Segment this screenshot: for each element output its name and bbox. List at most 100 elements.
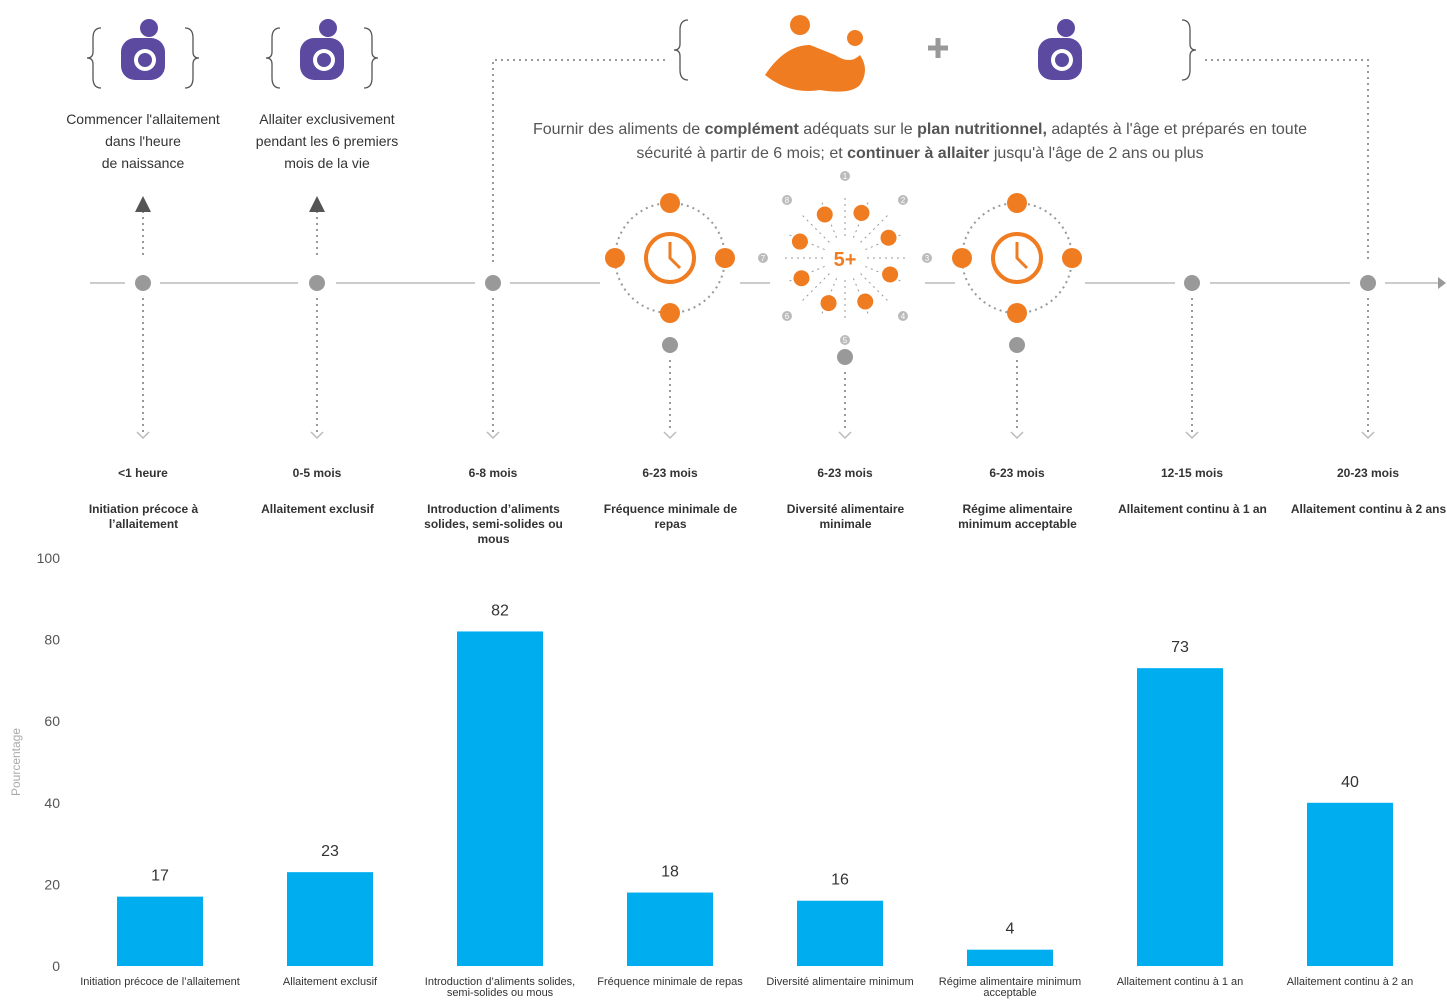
timeline-dot	[309, 275, 325, 291]
food-icon	[715, 248, 735, 268]
x-tick-label: Fréquence minimale de repas	[586, 977, 754, 988]
icon-baby-head	[1055, 53, 1069, 67]
y-tick-label: 60	[44, 713, 60, 729]
up-arrow	[309, 196, 325, 212]
down-chevron	[1362, 432, 1374, 438]
food-icon	[817, 206, 833, 222]
value-label: 18	[661, 864, 679, 881]
message-line: mois de la vie	[227, 152, 427, 174]
y-tick-label: 80	[44, 632, 60, 648]
down-chevron	[137, 432, 149, 438]
intro-segment: continuer à allaiter	[847, 145, 989, 162]
food-icon	[660, 303, 680, 323]
age-label: <1 heure	[63, 466, 223, 480]
group-number: 8	[785, 196, 790, 205]
bar	[117, 897, 203, 966]
down-chevron	[311, 432, 323, 438]
group-number: 4	[901, 312, 906, 321]
message-line: Commencer l'allaitement	[43, 108, 243, 130]
indicator-label: Introduction d’aliments solides, semi-so…	[411, 502, 576, 547]
icon-head	[1057, 19, 1075, 37]
value-label: 16	[831, 872, 849, 889]
timeline-dot	[837, 349, 853, 365]
age-label: 0-5 mois	[237, 466, 397, 480]
intro-text: Fournir des aliments de complément adéqu…	[520, 118, 1320, 166]
feeding-child	[847, 30, 863, 46]
timeline-dot	[1360, 275, 1376, 291]
feeding-head	[790, 15, 810, 35]
value-label: 40	[1341, 774, 1359, 791]
feeding-icon	[765, 45, 865, 92]
group-number: 6	[785, 312, 790, 321]
food-icon	[1007, 193, 1027, 213]
down-chevron	[839, 432, 851, 438]
brace	[266, 28, 280, 88]
x-tick-label: Allaitement continu à 2 an	[1266, 977, 1434, 988]
brace	[185, 28, 199, 88]
intro-segment: plan nutritionnel,	[917, 121, 1047, 138]
bar	[457, 631, 543, 966]
bar	[1307, 803, 1393, 966]
bar	[797, 901, 883, 966]
indicator-label: Fréquence minimale de repas	[588, 502, 753, 532]
icon-baby-head	[317, 53, 331, 67]
message-line: pendant les 6 premiers	[227, 130, 427, 152]
timeline-dot	[1184, 275, 1200, 291]
timeline-arrow	[1438, 277, 1446, 289]
x-tick-label: Allaitement continu à 1 an	[1096, 977, 1264, 988]
group-number: 5	[843, 336, 848, 345]
indicator-label: Initiation précoce à l’allaitement	[61, 502, 226, 532]
value-label: 4	[1006, 921, 1015, 938]
group-number: 1	[843, 172, 848, 181]
x-tick-label: Diversité alimentaire minimum	[756, 977, 924, 988]
value-label: 23	[321, 843, 339, 860]
group-number: 3	[925, 254, 930, 263]
food-icon	[793, 270, 809, 286]
down-chevron	[664, 432, 676, 438]
x-tick-label: Allaitement exclusif	[246, 977, 414, 988]
food-icon	[821, 295, 837, 311]
message-line: dans l'heure	[43, 130, 243, 152]
food-icon	[952, 248, 972, 268]
diversity-label: 5+	[834, 249, 857, 271]
intro-segment: Fournir des aliments de	[533, 121, 705, 138]
y-tick-label: 20	[44, 876, 60, 892]
food-icon	[881, 230, 897, 246]
food-icon	[1007, 303, 1027, 323]
indicator-label: Allaitement continu à 2 ans	[1286, 502, 1447, 517]
down-chevron	[487, 432, 499, 438]
down-chevron	[1011, 432, 1023, 438]
timeline-dot	[135, 275, 151, 291]
food-icon	[857, 294, 873, 310]
indicator-label: Allaitement continu à 1 an	[1110, 502, 1275, 517]
timeline-dot	[485, 275, 501, 291]
timeline-dot	[1009, 337, 1025, 353]
brace	[1182, 20, 1196, 80]
age-label: 6-23 mois	[765, 466, 925, 480]
age-label: 6-8 mois	[413, 466, 573, 480]
page: 5+12345678020406080100Pourcentage1723821…	[0, 0, 1447, 1003]
bar	[967, 950, 1053, 966]
value-label: 82	[491, 602, 509, 619]
value-label: 73	[1171, 639, 1189, 656]
up-arrow	[135, 196, 151, 212]
food-icon	[792, 234, 808, 250]
message-line: Allaiter exclusivement	[227, 108, 427, 130]
age-label: 6-23 mois	[937, 466, 1097, 480]
age-label: 6-23 mois	[590, 466, 750, 480]
brace	[674, 20, 688, 80]
food-icon	[853, 205, 869, 221]
brace	[364, 28, 378, 88]
y-tick-label: 40	[44, 795, 60, 811]
food-icon	[1062, 248, 1082, 268]
clock-hands	[1017, 242, 1027, 268]
bar	[627, 893, 713, 966]
plus	[928, 38, 948, 58]
intro-segment: complément	[705, 121, 799, 138]
intro-segment: adéquats sur le	[799, 121, 917, 138]
y-tick-label: 0	[52, 958, 60, 974]
value-label: 17	[151, 868, 169, 885]
age-label: 20-23 mois	[1288, 466, 1447, 480]
brace	[87, 28, 101, 88]
